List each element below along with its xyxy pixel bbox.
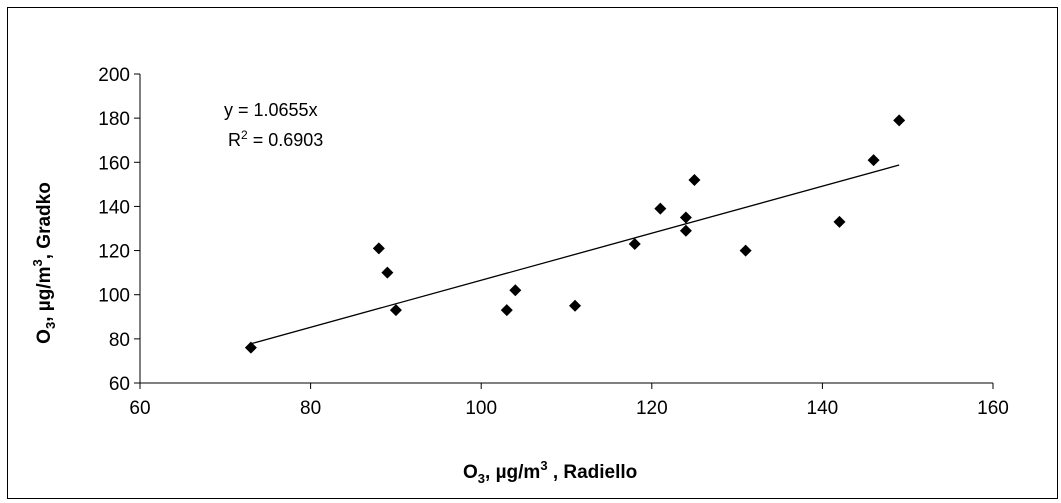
y-tick-label: 80	[109, 330, 130, 351]
data-point	[867, 154, 880, 167]
trendline-group	[250, 164, 900, 345]
data-point	[893, 114, 906, 127]
data-point	[739, 244, 752, 257]
data-point	[654, 202, 667, 215]
y-tick-label: 200	[98, 65, 130, 86]
y-axis-title: O3, µg/m3, Gradko	[30, 182, 58, 344]
data-point	[833, 215, 846, 228]
x-tick-label: 140	[807, 398, 839, 419]
x-tick-label: 120	[636, 398, 668, 419]
data-point	[679, 211, 692, 224]
axes	[134, 73, 994, 389]
data-point	[389, 304, 402, 317]
data-point	[509, 284, 522, 297]
x-tick-label: 60	[129, 398, 150, 419]
x-axis-title: O3, µg/m3 , Radiello	[463, 458, 637, 486]
y-tick-label: 140	[98, 197, 130, 218]
trendline	[250, 164, 900, 345]
y-tick-label: 100	[98, 286, 130, 307]
x-tick-label: 80	[300, 398, 321, 419]
data-point	[628, 237, 641, 250]
equation-label: y = 1.0655x	[224, 100, 318, 120]
data-point	[688, 173, 701, 186]
x-tick-labels: 60 80 100 120 140 160	[129, 398, 1008, 419]
data-point	[500, 304, 513, 317]
data-points	[244, 114, 906, 354]
x-tick-label: 160	[977, 398, 1009, 419]
data-point	[381, 266, 394, 279]
y-tick-labels: 60 80 100 120 140 160 180 200	[98, 65, 130, 395]
r-squared-label: R2 = 0.6903	[228, 128, 323, 150]
data-point	[679, 224, 692, 237]
data-point	[372, 242, 385, 255]
y-tick-label: 160	[98, 153, 130, 174]
chart-frame: 60 80 100 120 140 160 180 200 60 80 100 120 140 160 …	[7, 7, 1058, 499]
data-point	[569, 299, 582, 312]
y-tick-label: 60	[109, 374, 130, 395]
y-tick-label: 180	[98, 109, 130, 130]
x-tick-label: 100	[465, 398, 497, 419]
y-tick-label: 120	[98, 242, 130, 263]
data-point	[244, 341, 257, 354]
